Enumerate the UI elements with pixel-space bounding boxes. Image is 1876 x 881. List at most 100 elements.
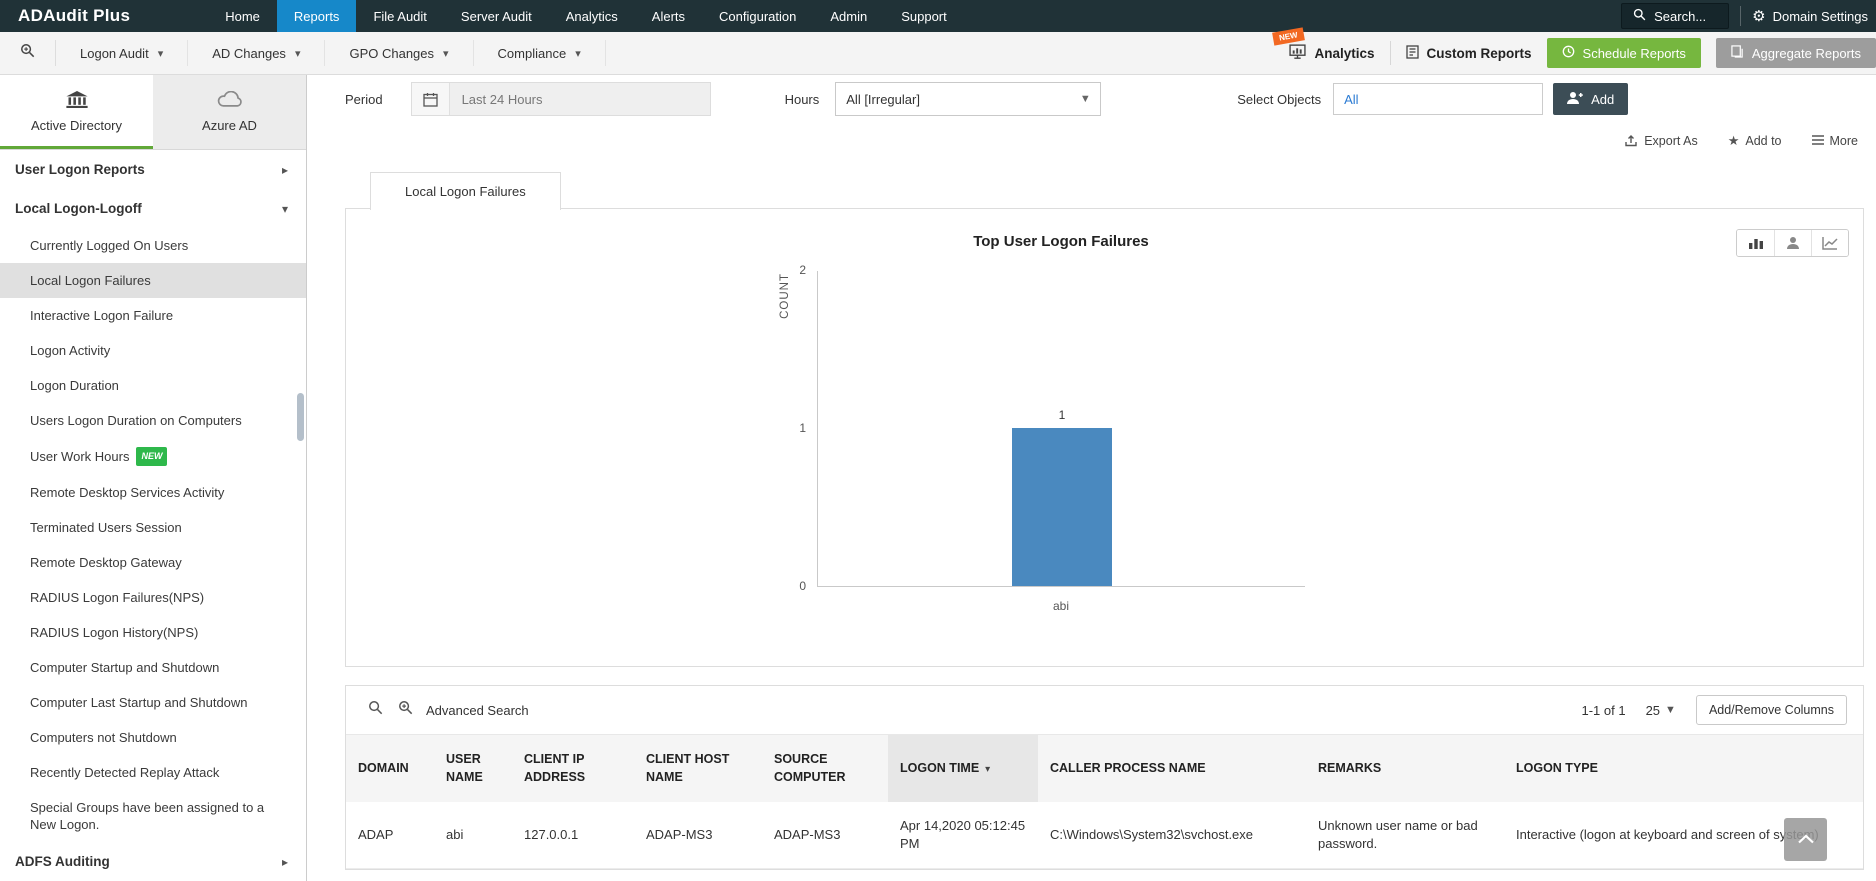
toolbar-menu-ad-changes[interactable]: AD Changes ▾ bbox=[188, 40, 326, 66]
sidebar-item-label: RADIUS Logon Failures(NPS) bbox=[30, 590, 205, 605]
pagination-status: 1-1 of 1 bbox=[1581, 702, 1626, 718]
objects-all-link[interactable]: All bbox=[1344, 91, 1359, 107]
aggregate-reports-button[interactable]: Aggregate Reports bbox=[1715, 38, 1876, 68]
topnav-item-home[interactable]: Home bbox=[225, 8, 260, 24]
y-axis-title: COUNT bbox=[779, 273, 791, 319]
column-header-client-ip-address[interactable]: CLIENT IP ADDRESS bbox=[512, 734, 634, 802]
tab-azure-ad[interactable]: Azure AD bbox=[153, 75, 306, 149]
divider bbox=[1740, 6, 1742, 26]
sidebar-item-logon-duration[interactable]: Logon Duration bbox=[0, 368, 306, 403]
page-size-value: 25 bbox=[1645, 702, 1661, 718]
column-header-client-host-name[interactable]: CLIENT HOST NAME bbox=[634, 734, 762, 802]
sidebar-item-special-groups-have-been-assigned-to-a-new-logon[interactable]: Special Groups have been assigned to a N… bbox=[0, 790, 306, 842]
sidebar-item-terminated-users-session[interactable]: Terminated Users Session bbox=[0, 510, 306, 545]
domain-settings-button[interactable]: ⚙ Domain Settings bbox=[1752, 9, 1868, 24]
topnav-item-server-audit[interactable]: Server Audit bbox=[460, 8, 532, 24]
table-row[interactable]: ADAP abi 127.0.0.1 ADAP-MS3 ADAP-MS3 Apr 14,2… bbox=[346, 802, 1863, 870]
toolbar-menu-compliance[interactable]: Compliance ▾ bbox=[474, 40, 606, 66]
toolbar-menu-label: Logon Audit bbox=[80, 45, 149, 61]
search-icon[interactable] bbox=[368, 700, 383, 720]
table-cell: C:\Windows\System32\svchost.exe bbox=[1038, 802, 1306, 870]
sidebar-item-local-logon-failures[interactable]: Local Logon Failures bbox=[0, 263, 306, 298]
sidebar-item-radius-logon-history-nps[interactable]: RADIUS Logon History(NPS) bbox=[0, 615, 306, 650]
column-header-caller-process-name[interactable]: CALLER PROCESS NAME bbox=[1038, 734, 1306, 802]
more-label: More bbox=[1829, 134, 1858, 148]
page-size-dropdown[interactable]: 25 ▼ bbox=[1646, 703, 1676, 718]
line-chart-icon[interactable] bbox=[1811, 230, 1848, 256]
select-objects-field[interactable]: All bbox=[1333, 83, 1544, 115]
sidebar-item-user-work-hours[interactable]: User Work Hours NEW bbox=[0, 438, 306, 475]
period-control[interactable]: Last 24 Hours bbox=[410, 82, 711, 116]
sidebar-item-computer-last-startup-and-shutdown[interactable]: Computer Last Startup and Shutdown bbox=[0, 685, 306, 720]
cloud-icon bbox=[217, 90, 243, 111]
hours-dropdown[interactable]: All [Irregular] ▼ bbox=[835, 82, 1102, 116]
content-area: Period Last 24 Hours Hours All [Irregula… bbox=[307, 75, 1876, 881]
sidebar-item-users-logon-duration-on-computers[interactable]: Users Logon Duration on Computers bbox=[0, 403, 306, 438]
sidebar-item-label: Logon Activity bbox=[30, 343, 111, 358]
topnav-item-analytics[interactable]: Analytics bbox=[565, 8, 618, 24]
topnav-item-support[interactable]: Support bbox=[901, 8, 947, 24]
more-button[interactable]: More bbox=[1811, 134, 1858, 148]
tab-local-logon-failures[interactable]: Local Logon Failures bbox=[370, 172, 561, 210]
add-remove-columns-button[interactable]: Add/Remove Columns bbox=[1695, 695, 1847, 725]
chevron-down-icon: ▾ bbox=[157, 47, 164, 60]
sidebar-group-user-logon-reports[interactable]: User Logon Reports ▸ bbox=[0, 150, 306, 189]
bank-building-icon bbox=[65, 91, 88, 111]
topnav-item-configuration[interactable]: Configuration bbox=[719, 8, 797, 24]
column-header-logon-time[interactable]: LOGON TIME ▾ bbox=[888, 734, 1038, 802]
chart-bar[interactable] bbox=[1012, 428, 1112, 586]
sidebar-item-radius-logon-failures-nps[interactable]: RADIUS Logon Failures(NPS) bbox=[0, 580, 306, 615]
scroll-to-top-button[interactable] bbox=[1784, 818, 1827, 861]
sidebar-item-computers-not-shutdown[interactable]: Computers not Shutdown bbox=[0, 720, 306, 755]
column-header-source-computer[interactable]: SOURCE COMPUTER bbox=[762, 734, 888, 802]
schedule-reports-button[interactable]: Schedule Reports bbox=[1546, 38, 1701, 68]
sidebar-item-recently-detected-replay-attack[interactable]: Recently Detected Replay Attack bbox=[0, 755, 306, 790]
sidebar-item-interactive-logon-failure[interactable]: Interactive Logon Failure bbox=[0, 298, 306, 333]
sidebar-item-remote-desktop-services-activity[interactable]: Remote Desktop Services Activity bbox=[0, 475, 306, 510]
search-icon bbox=[20, 43, 35, 63]
user-chart-icon[interactable] bbox=[1774, 230, 1811, 256]
sidebar-item-currently-logged-on-users[interactable]: Currently Logged On Users bbox=[0, 228, 306, 263]
toolbar-menu-logon-audit[interactable]: Logon Audit ▾ bbox=[56, 40, 189, 66]
sidebar-group-adfs-auditing[interactable]: ADFS Auditing ▸ bbox=[0, 842, 306, 881]
sidebar-item-logon-activity[interactable]: Logon Activity bbox=[0, 333, 306, 368]
custom-reports-link[interactable]: Custom Reports bbox=[1405, 44, 1532, 62]
topnav-item-alerts[interactable]: Alerts bbox=[651, 8, 686, 24]
sidebar-item-label: Terminated Users Session bbox=[30, 520, 182, 535]
chart-title: Top User Logon Failures bbox=[973, 233, 1149, 250]
bar-chart-icon[interactable] bbox=[1737, 230, 1774, 256]
advanced-search-icon[interactable] bbox=[398, 700, 413, 720]
toolbar-menu-gpo-changes[interactable]: GPO Changes ▾ bbox=[325, 40, 474, 66]
sidebar-scrollbar[interactable] bbox=[297, 393, 304, 441]
report-search-button[interactable] bbox=[0, 40, 56, 66]
table-body: ADAP abi 127.0.0.1 ADAP-MS3 ADAP-MS3 Apr 14,2… bbox=[346, 802, 1863, 870]
aggregate-reports-label: Aggregate Reports bbox=[1751, 45, 1861, 61]
column-header-logon-type[interactable]: LOGON TYPE bbox=[1504, 734, 1863, 802]
sidebar-item-label: Currently Logged On Users bbox=[30, 238, 189, 253]
topnav-item-admin[interactable]: Admin bbox=[830, 8, 868, 24]
export-as-label: Export As bbox=[1644, 134, 1698, 148]
add-to-button[interactable]: ★ Add to bbox=[1728, 133, 1782, 149]
calendar-icon[interactable] bbox=[411, 83, 450, 115]
column-header-remarks[interactable]: REMARKS bbox=[1306, 734, 1504, 802]
column-header-user-name[interactable]: USER NAME bbox=[434, 734, 512, 802]
app-logo[interactable]: ADAudit Plus bbox=[18, 6, 131, 25]
chevron-down-icon: ▾ bbox=[281, 201, 288, 216]
topnav-item-reports[interactable]: Reports bbox=[276, 0, 357, 32]
analytics-link[interactable]: NEW Analytics bbox=[1272, 27, 1375, 62]
gear-icon: ⚙ bbox=[1752, 7, 1766, 25]
column-header-domain[interactable]: DOMAIN bbox=[346, 734, 434, 802]
divider bbox=[1389, 41, 1391, 65]
topnav-item-file-audit[interactable]: File Audit bbox=[373, 8, 427, 24]
column-header-label: LOGON TIME bbox=[900, 760, 980, 775]
sidebar-item-remote-desktop-gateway[interactable]: Remote Desktop Gateway bbox=[0, 545, 306, 580]
sidebar-group-local-logon-logoff[interactable]: Local Logon-Logoff ▾ bbox=[0, 189, 306, 228]
sidebar-item-computer-startup-and-shutdown[interactable]: Computer Startup and Shutdown bbox=[0, 650, 306, 685]
export-as-button[interactable]: Export As bbox=[1624, 133, 1698, 150]
global-search-button[interactable]: Search... bbox=[1621, 3, 1730, 29]
tab-active-directory[interactable]: Active Directory bbox=[0, 75, 153, 149]
sidebar-item-label: Remote Desktop Gateway bbox=[30, 555, 182, 570]
advanced-search-link[interactable]: Advanced Search bbox=[426, 702, 529, 718]
add-button[interactable]: Add bbox=[1553, 83, 1629, 115]
